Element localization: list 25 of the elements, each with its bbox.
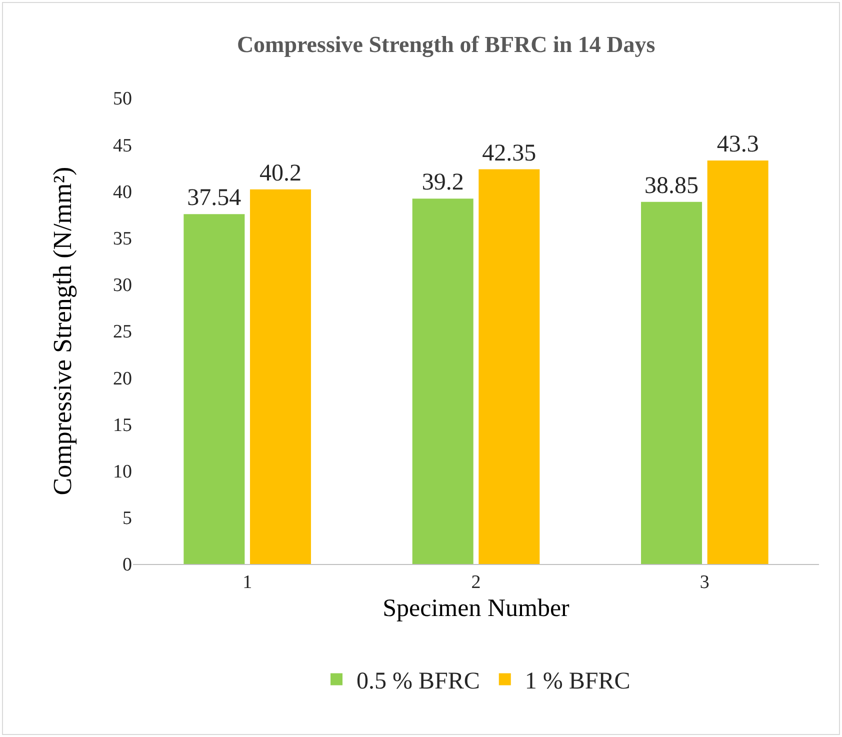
y-axis-title: Compressive Strength (N/mm²)	[48, 166, 77, 496]
x-tick-label: 3	[700, 572, 710, 593]
y-tick-label: 50	[113, 88, 132, 110]
y-tick-label: 40	[113, 182, 132, 203]
data-label: 40.2	[259, 160, 302, 186]
y-tick-label: 5	[122, 508, 132, 530]
y-tick-label: 45	[113, 135, 132, 156]
data-label: 39.2	[422, 170, 464, 196]
data-label: 38.85	[644, 172, 699, 199]
y-tick-label: 0	[122, 554, 132, 576]
legend-label: 1 % BFRC	[524, 668, 630, 695]
data-label: 43.3	[716, 131, 759, 158]
x-tick-label: 2	[471, 572, 481, 593]
data-label: 37.54	[187, 185, 242, 212]
y-tick-label: 15	[113, 414, 132, 436]
legend-label: 0.5 % BFRC	[356, 668, 480, 695]
y-tick-label: 35	[113, 228, 132, 250]
y-tick-label: 30	[113, 275, 132, 296]
y-tick-label: 20	[113, 368, 132, 390]
x-axis-title: Specimen Number	[382, 594, 570, 622]
y-tick-label: 10	[113, 461, 132, 482]
chart-title: Compressive Strength of BFRC in 14 Days	[236, 32, 656, 58]
y-tick-label: 25	[113, 322, 132, 343]
x-tick-label: 1	[242, 572, 252, 593]
data-label: 42.35	[482, 140, 536, 166]
